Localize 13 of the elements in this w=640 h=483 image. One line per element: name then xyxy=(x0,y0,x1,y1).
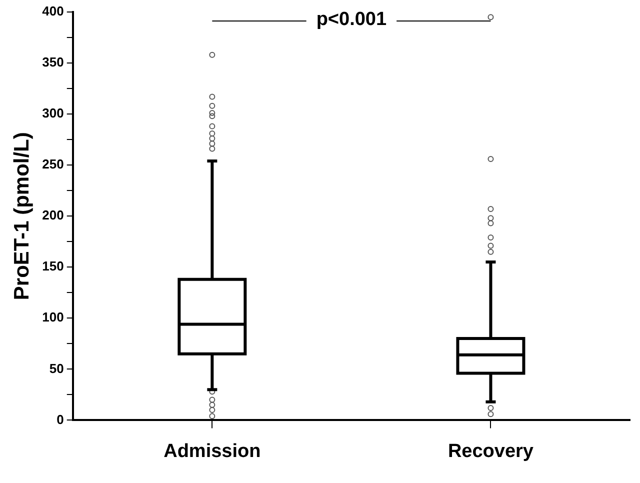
y-tick-label: 400 xyxy=(42,4,64,19)
y-tick-label: 250 xyxy=(42,156,64,172)
x-tick-label: Recovery xyxy=(448,440,534,462)
y-tick-label: 350 xyxy=(42,54,64,70)
x-tick-label: Admission xyxy=(164,440,261,462)
y-tick-label: 200 xyxy=(42,208,64,223)
y-tick-label: 0 xyxy=(56,412,64,427)
y-tick-label: 150 xyxy=(42,258,64,274)
annotation: p<0.001 xyxy=(316,9,387,30)
y-tick-label: 100 xyxy=(42,310,64,325)
y-tick-label: 300 xyxy=(42,106,64,121)
y-tick-label: 50 xyxy=(49,360,64,376)
y-axis-title: ProET-1 (pmol/L) xyxy=(10,132,34,300)
